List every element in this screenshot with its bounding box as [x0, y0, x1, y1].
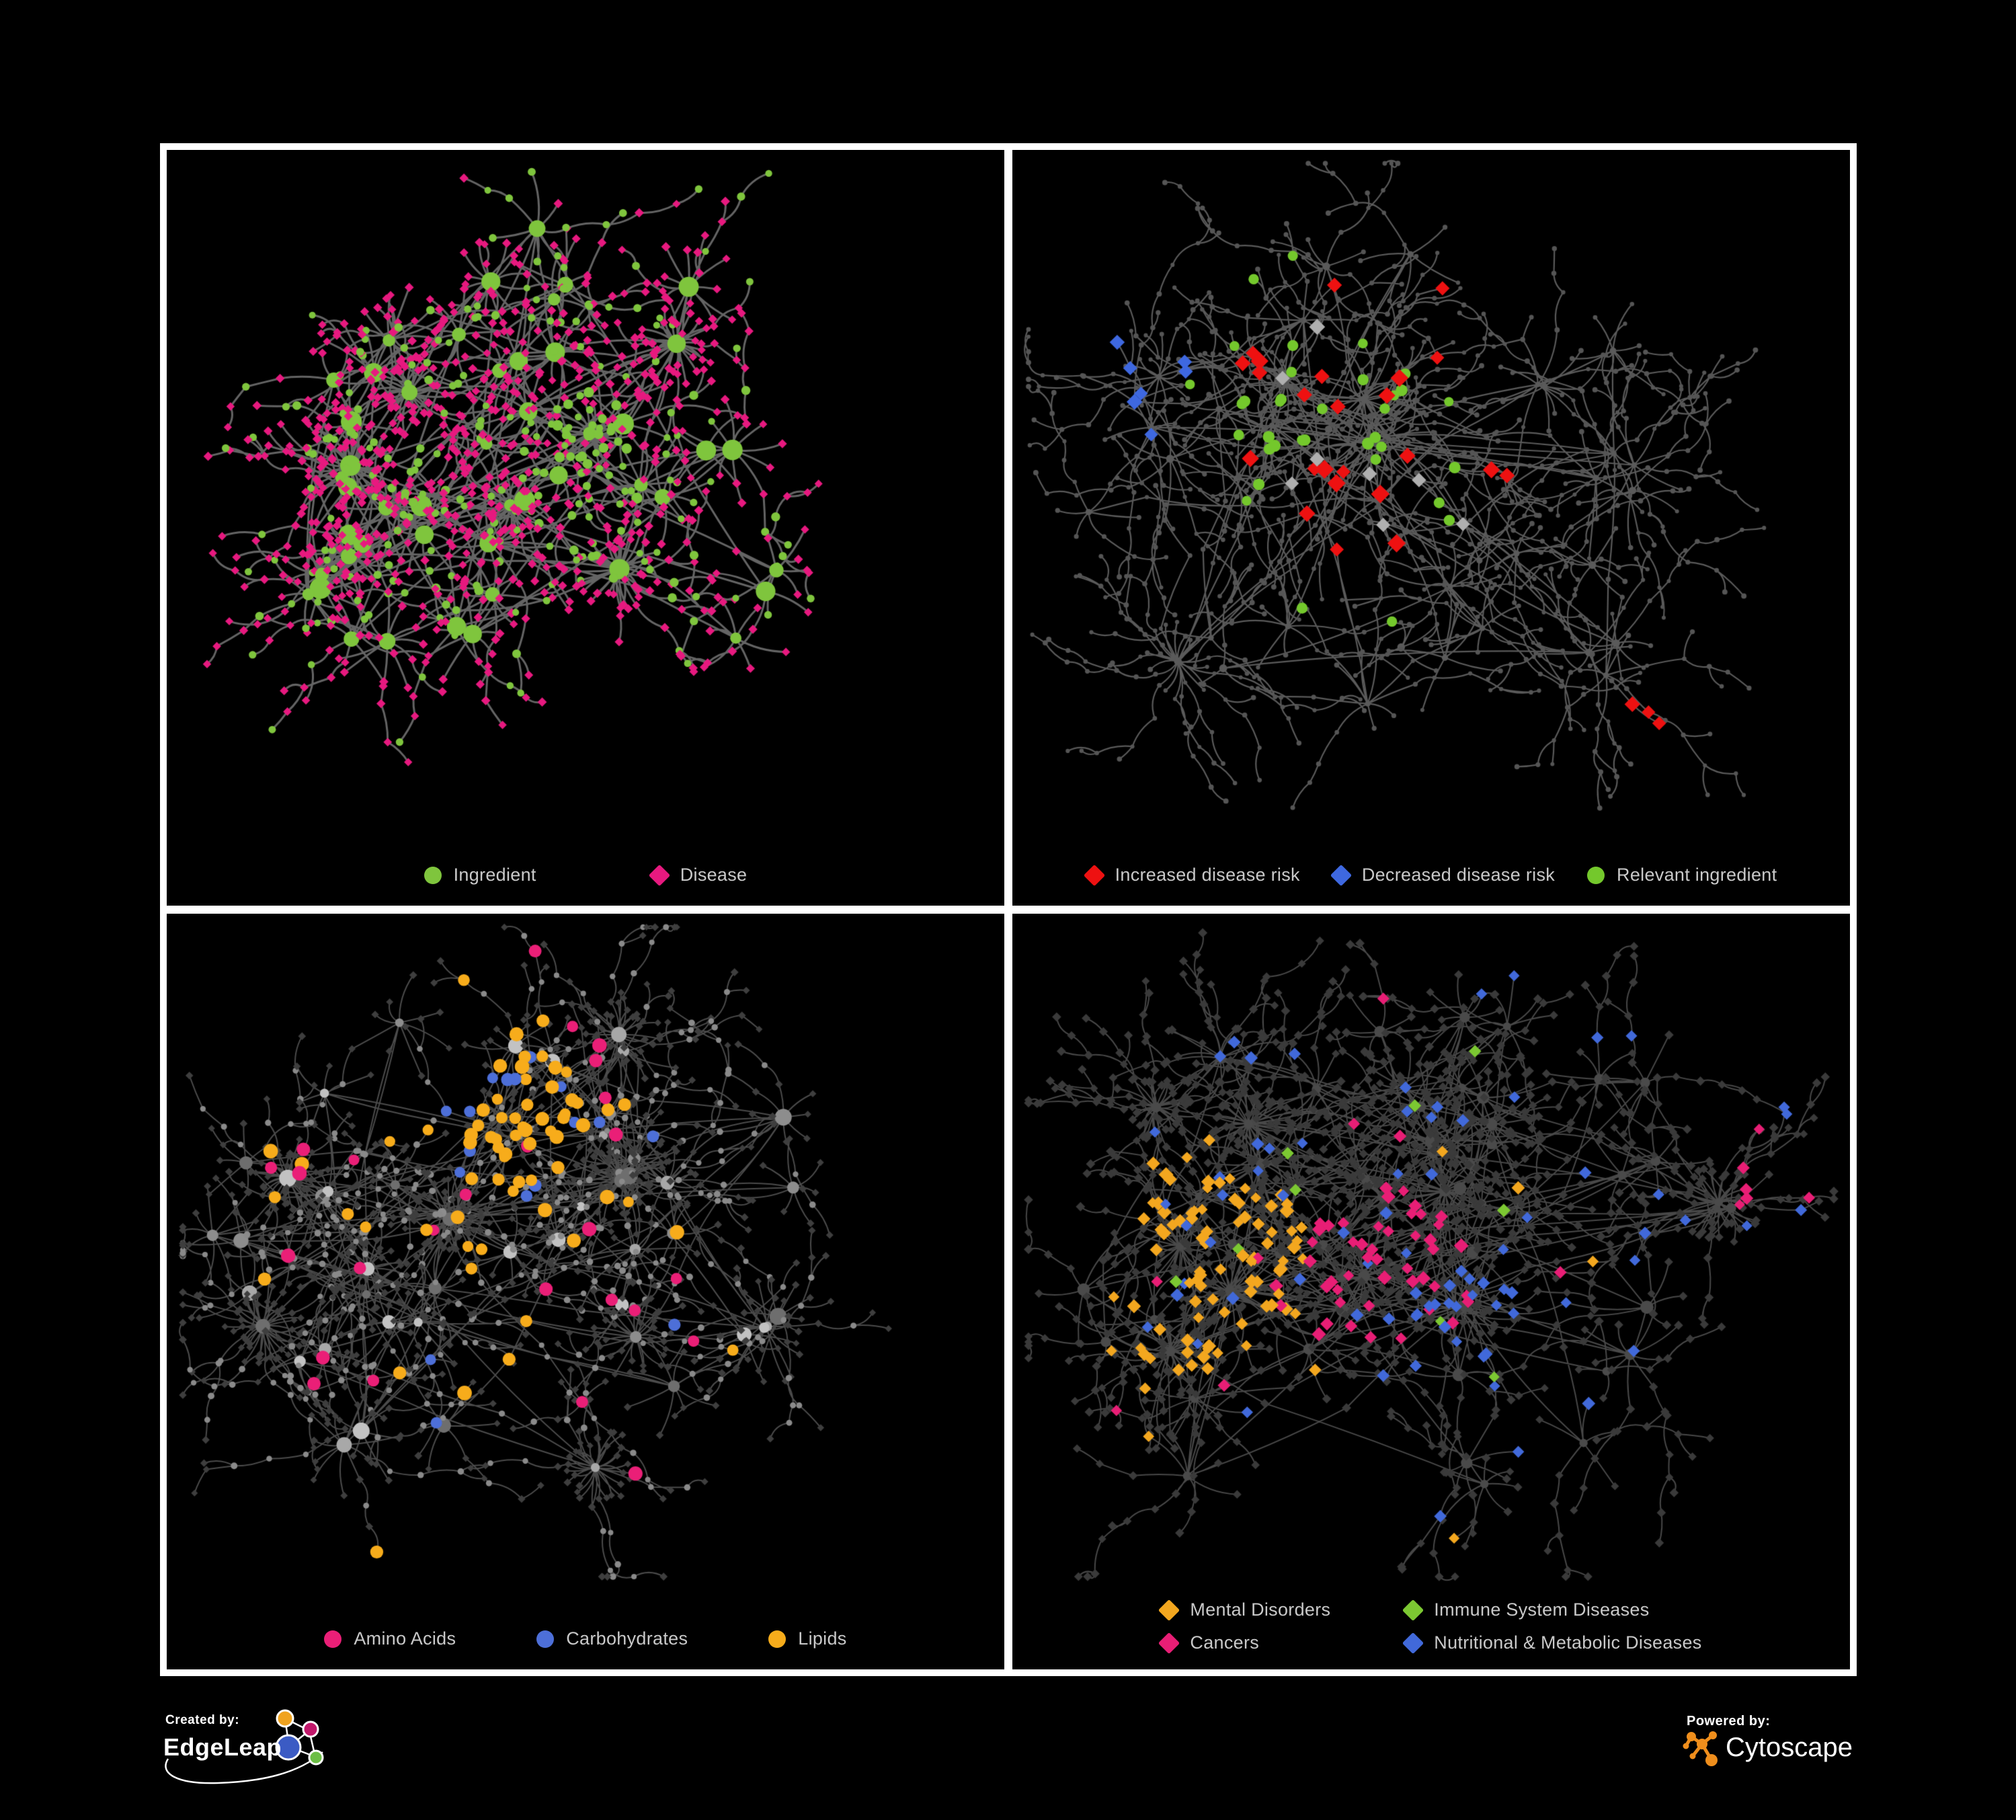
lipids-marker-icon — [768, 1630, 787, 1648]
legend-label-lipids: Lipids — [798, 1628, 847, 1649]
legend-disease-classes: Mental Disorders Immune System Diseases … — [1012, 1599, 1850, 1654]
carbohydrates-marker-icon — [536, 1630, 555, 1648]
powered-by-label: Powered by: — [1687, 1714, 1771, 1729]
network-canvas-disease-risk — [1012, 150, 1850, 906]
panel-nutrient-classes: Amino Acids Carbohydrates Lipids — [167, 914, 1004, 1669]
legend-label-cancers: Cancers — [1190, 1632, 1260, 1653]
legend-item-decreased-risk: Decreased disease risk — [1330, 864, 1556, 886]
cancers-marker-icon — [1158, 1632, 1180, 1654]
legend-item-carbohydrates: Carbohydrates — [536, 1628, 688, 1649]
immune-diseases-marker-icon — [1402, 1599, 1424, 1621]
legend-item-mental-disorders: Mental Disorders — [1158, 1599, 1331, 1621]
increased-risk-marker-icon — [1083, 864, 1105, 886]
legend-label-disease: Disease — [680, 865, 748, 885]
disease-marker-icon — [648, 864, 670, 886]
ingredient-marker-icon — [424, 866, 442, 884]
legend-label-increased-risk: Increased disease risk — [1115, 865, 1300, 885]
legend-item-cancers: Cancers — [1158, 1632, 1330, 1654]
panel-disease-classes: Mental Disorders Immune System Diseases … — [1012, 914, 1850, 1669]
legend-item-relevant-ingredient: Relevant ingredient — [1587, 865, 1777, 885]
legend-label-carbohydrates: Carbohydrates — [566, 1628, 688, 1649]
legend-disease-risk: Increased disease risk Decreased disease… — [1012, 864, 1850, 886]
legend-item-amino-acids: Amino Acids — [324, 1628, 456, 1649]
network-canvas-nutrient-classes — [167, 914, 1004, 1669]
legend-item-disease: Disease — [648, 864, 748, 886]
legend-item-increased-risk: Increased disease risk — [1083, 864, 1300, 886]
edgeleap-logo-icon — [165, 1709, 324, 1784]
legend-item-lipids: Lipids — [768, 1628, 846, 1649]
legend-label-ingredient: Ingredient — [453, 865, 536, 885]
mental-disorders-marker-icon — [1158, 1599, 1180, 1621]
edgeleap-wordmark: EdgeLeap — [163, 1733, 282, 1761]
amino-acids-marker-icon — [324, 1630, 342, 1648]
nutritional-diseases-marker-icon — [1402, 1632, 1424, 1654]
network-canvas-disease-classes — [1012, 914, 1850, 1669]
figure-frame: Ingredient Disease Increased disease ris… — [160, 143, 1857, 1676]
legend-item-nutritional-diseases: Nutritional & Metabolic Diseases — [1402, 1632, 1702, 1654]
cytoscape-logo-icon — [1683, 1731, 1718, 1766]
legend-label-mental-disorders: Mental Disorders — [1190, 1599, 1331, 1620]
legend-label-relevant-ingredient: Relevant ingredient — [1617, 865, 1777, 885]
legend-label-immune-diseases: Immune System Diseases — [1434, 1599, 1650, 1620]
legend-label-decreased-risk: Decreased disease risk — [1361, 865, 1556, 885]
panel-ingredient-disease: Ingredient Disease — [167, 150, 1004, 906]
legend-label-amino-acids: Amino Acids — [354, 1628, 456, 1649]
network-canvas-ingredient-disease — [167, 150, 1004, 906]
decreased-risk-marker-icon — [1330, 864, 1352, 886]
cytoscape-branding: Powered by: Cytoscape — [1677, 1711, 1892, 1792]
cytoscape-wordmark: Cytoscape — [1726, 1733, 1853, 1762]
legend-nutrient-classes: Amino Acids Carbohydrates Lipids — [167, 1628, 1004, 1649]
created-by-label: Created by: — [165, 1713, 240, 1727]
legend-ingredient-disease: Ingredient Disease — [167, 864, 1004, 886]
legend-item-immune-diseases: Immune System Diseases — [1402, 1599, 1701, 1621]
edgeleap-branding: Created by: EdgeLeap — [160, 1706, 382, 1807]
panel-disease-risk: Increased disease risk Decreased disease… — [1012, 150, 1850, 906]
legend-item-ingredient: Ingredient — [424, 865, 536, 885]
legend-label-nutritional-diseases: Nutritional & Metabolic Diseases — [1434, 1632, 1702, 1653]
relevant-ingredient-marker-icon — [1587, 866, 1605, 884]
